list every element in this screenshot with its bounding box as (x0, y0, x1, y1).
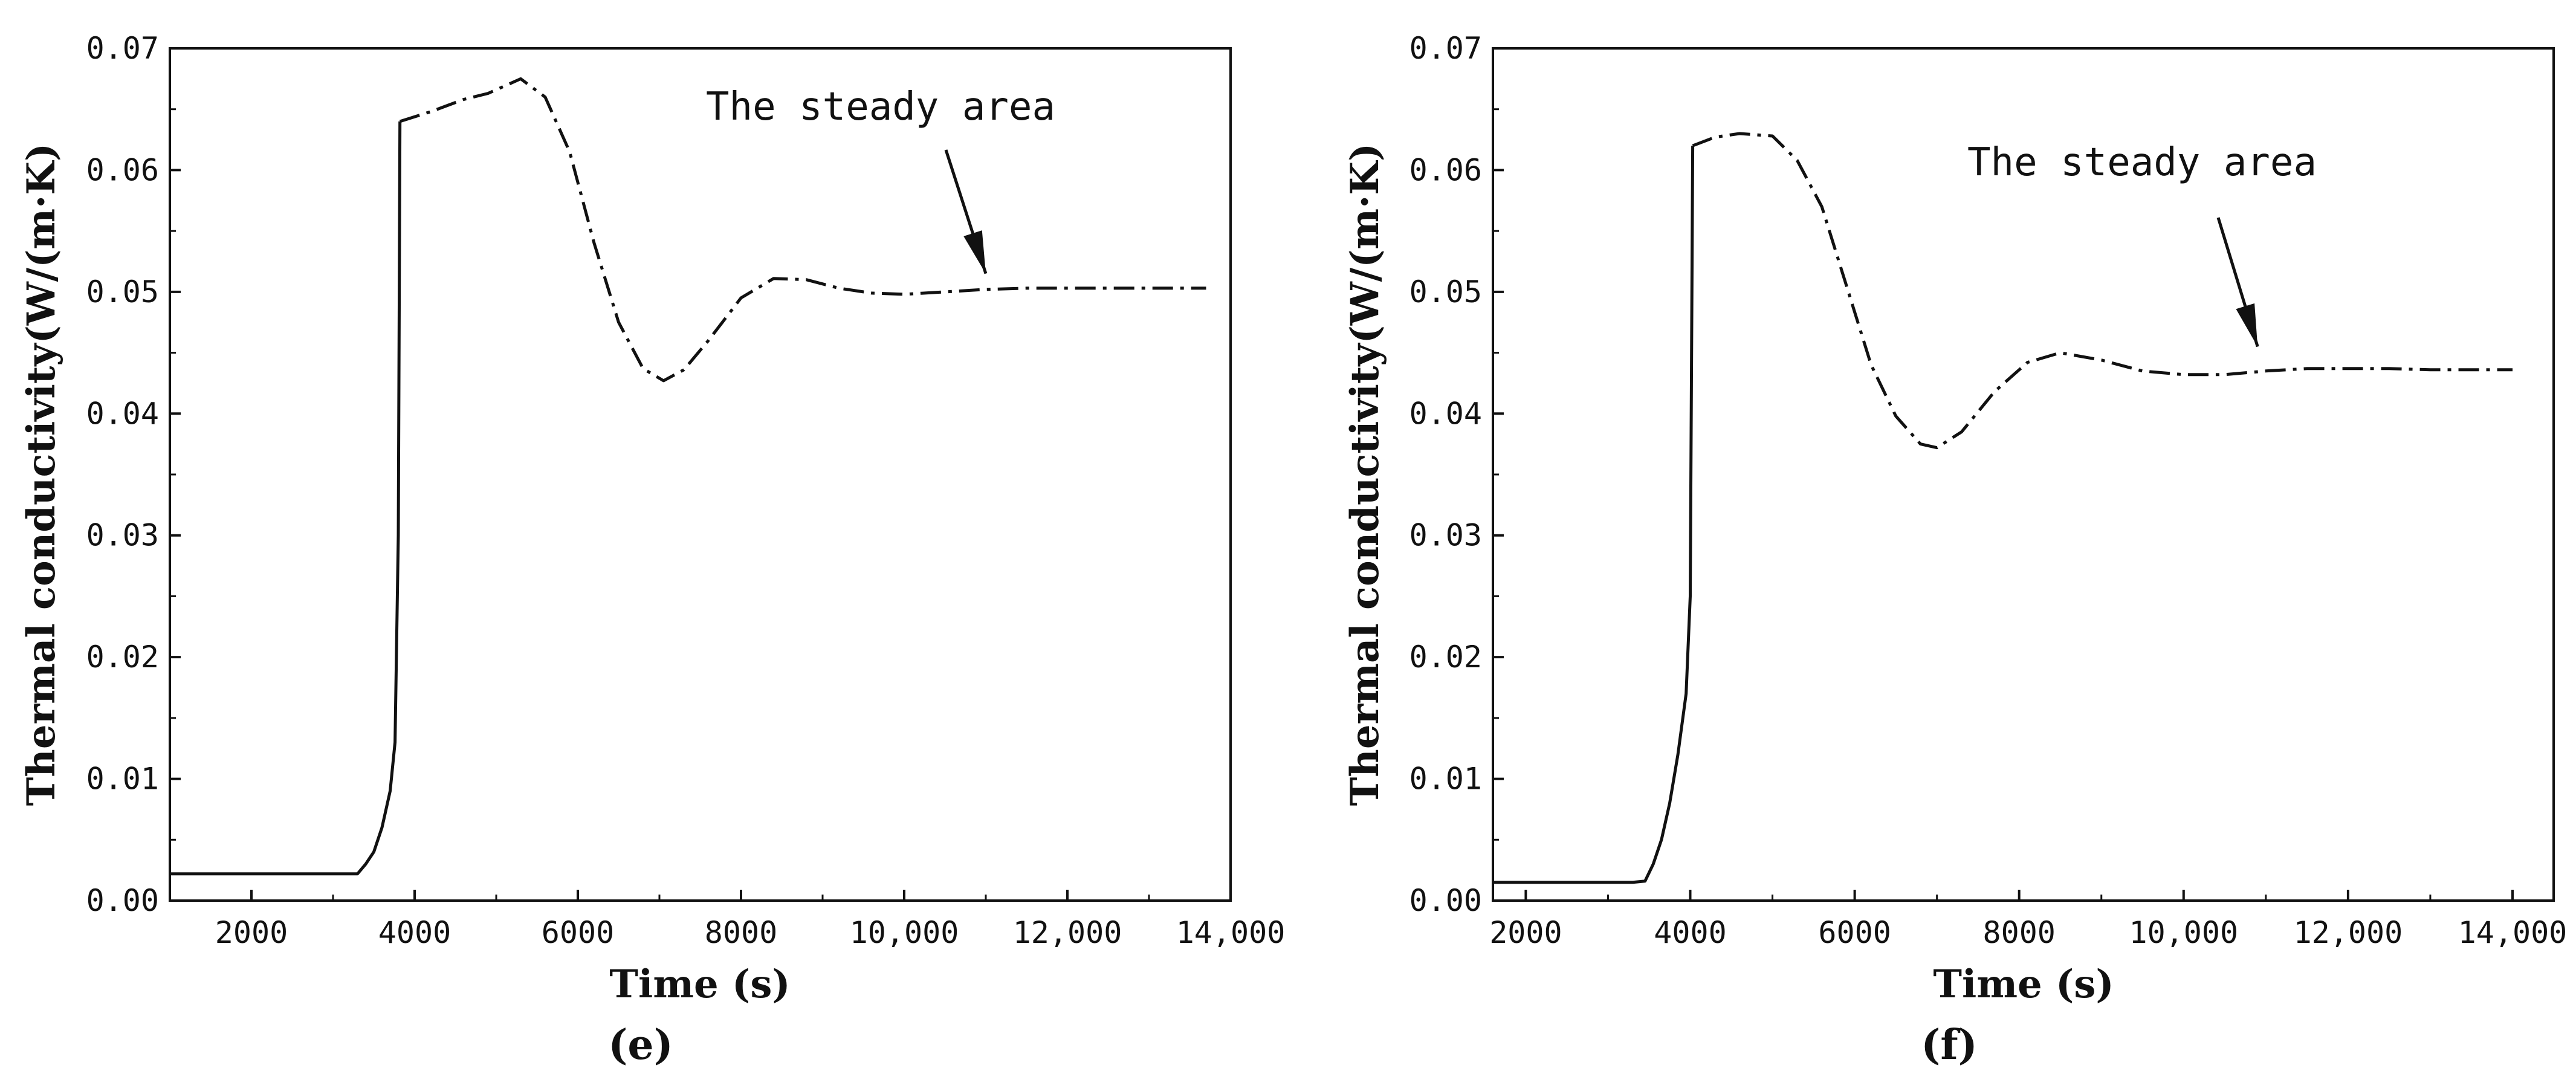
x-axis-e: 2000 4000 6000 8000 10,000 12,000 14,000 (169, 890, 1286, 950)
y-tick-label: 0.06 (86, 152, 159, 187)
x-tick-label: 14,000 (1176, 915, 1286, 950)
x-axis-title-e: Time (s) (609, 962, 790, 1007)
y-tick-label: 0.01 (86, 762, 159, 797)
series-line-measurement (1692, 132, 2513, 450)
chart-panel-f: 0.00 0.01 0.02 0.03 0.04 0.05 0.06 0.07 2000 400… (1342, 31, 2567, 1069)
x-tick-label: 8000 (705, 915, 777, 950)
y-tick-label: 0.02 (86, 639, 159, 675)
x-tick-label: 2000 (215, 915, 288, 950)
x-tick-label: 8000 (1982, 915, 2055, 950)
annotation-text-e: The steady area (706, 85, 1055, 129)
y-tick-label: 0.06 (1409, 152, 1482, 187)
y-tick-label: 0.03 (1409, 518, 1482, 553)
annotation-arrow-head (963, 230, 986, 274)
series-line-initial (1493, 146, 1695, 884)
y-tick-label: 0.05 (86, 274, 159, 309)
y-tick-label: 0.03 (86, 518, 159, 553)
x-tick-label: 2000 (1489, 915, 1562, 950)
y-axis-f: 0.00 0.01 0.02 0.03 0.04 0.05 0.06 0.07 (1409, 31, 1504, 918)
y-tick-label: 0.02 (1409, 639, 1482, 675)
x-tick-label: 12,000 (2294, 915, 2403, 950)
panel-label-e: (e) (608, 1021, 673, 1069)
x-tick-label: 6000 (542, 915, 614, 950)
x-tick-label: 4000 (1654, 915, 1726, 950)
x-axis-f: 2000 4000 6000 8000 10,000 12,000 14,000 (1489, 890, 2567, 950)
x-tick-label: 6000 (1818, 915, 1891, 950)
chart-panel-e: 0.00 0.01 0.02 0.03 0.04 0.05 0.06 0.07 2000 400… (19, 31, 1285, 1069)
y-tick-label: 0.00 (1409, 883, 1482, 918)
series-group-f (1493, 132, 2513, 884)
panel-label-f: (f) (1921, 1021, 1978, 1069)
y-tick-label: 0.05 (1409, 274, 1482, 309)
y-tick-label: 0.07 (1409, 31, 1482, 66)
y-axis-e: 0.00 0.01 0.02 0.03 0.04 0.05 0.06 0.07 (86, 31, 181, 918)
x-tick-label: 12,000 (1013, 915, 1122, 950)
y-tick-label: 0.04 (1409, 396, 1482, 431)
series-line-measurement (399, 77, 1206, 383)
series-group-e (170, 77, 1206, 876)
annotation-e: The steady area (706, 85, 1055, 274)
annotation-f: The steady area (1967, 140, 2317, 348)
y-tick-label: 0.00 (86, 883, 159, 918)
x-tick-label: 14,000 (2458, 915, 2568, 950)
annotation-text-f: The steady area (1967, 140, 2317, 185)
x-tick-label: 4000 (378, 915, 451, 950)
y-tick-label: 0.01 (1409, 762, 1482, 797)
x-axis-title-f: Time (s) (1933, 962, 2114, 1007)
y-axis-title-e: Thermal conductivity(W/(m·K) (19, 143, 64, 806)
y-tick-label: 0.04 (86, 396, 159, 431)
y-axis-title-f: Thermal conductivity(W/(m·K) (1342, 143, 1388, 806)
x-tick-label: 10,000 (2129, 915, 2238, 950)
annotation-arrow-head (2236, 303, 2258, 347)
x-tick-label: 10,000 (850, 915, 959, 950)
series-line-initial (170, 121, 402, 876)
y-tick-label: 0.07 (86, 31, 159, 66)
